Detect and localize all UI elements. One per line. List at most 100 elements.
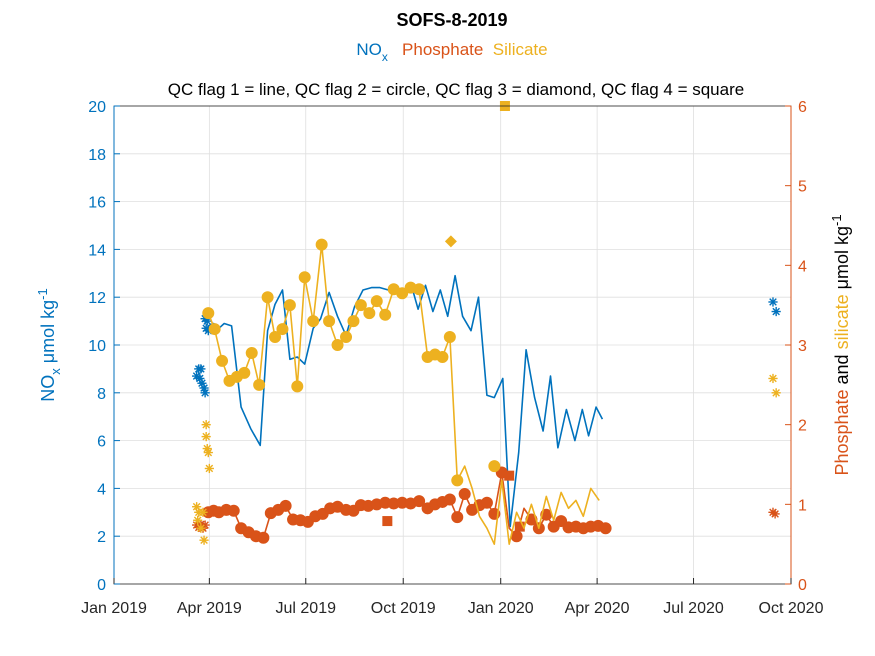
silicate-circle-marker [370,295,383,308]
legend-silicate: Silicate [493,40,548,59]
silicate-circle-marker [269,331,282,344]
phosphate-circle-marker [458,487,471,500]
silicate-asterisk-marker [203,447,213,458]
left-y-tick-label: 14 [88,242,106,259]
silicate-asterisk-marker [199,535,209,545]
phosphate-circle-marker [525,513,538,526]
silicate-diamond-marker [444,235,457,248]
phosphate-circle-marker [413,495,426,508]
phosphate-circle-marker [480,496,493,509]
silicate-circle-marker [396,287,409,300]
axes: Jan 2019 Apr 2019 Jul 2019 Oct 2019 Jan 2020… [81,99,823,617]
silicate-circle-marker [261,291,274,304]
silicate-circle-marker [379,308,392,321]
nox-asterisk-marker [771,306,781,317]
silicate-circle-marker [451,474,464,487]
left-y-tick-label: 4 [97,481,106,498]
x-tick-label: Apr 2019 [177,600,242,617]
silicate-circle-marker [323,315,336,328]
phosphate-square-marker [382,516,393,527]
left-y-tick-label: 2 [97,529,106,546]
right-y-tick-label: 5 [798,179,807,196]
left-y-tick-label: 0 [97,577,106,594]
x-tick-label: Apr 2020 [565,600,630,617]
silicate-circle-marker [245,346,258,359]
nox-asterisk-marker [196,364,206,374]
silicate-circle-marker [347,315,360,328]
phosphate-circle-marker [599,522,612,535]
silicate-asterisk-marker [196,523,206,533]
silicate-circle-marker [253,378,266,391]
silicate-circle-marker [202,307,215,320]
x-tick-label: Jan 2020 [468,600,534,617]
left-y-tick-label: 8 [97,386,106,403]
right-label-silicate: silicate [832,294,852,349]
silicate-asterisk-marker [201,420,211,430]
silicate-asterisk-marker [198,507,208,517]
silicate-circle-marker [283,299,296,312]
silicate-asterisk-marker [768,373,778,384]
silicate-circle-marker [291,380,304,393]
silicate-asterisk-marker [193,515,203,525]
silicate-circle-marker [331,338,344,351]
silicate-circle-marker [413,283,426,296]
chart-title: SOFS-8-2019 [396,10,507,30]
left-label-exponent: -1 [35,288,50,300]
silicate-circle-marker [443,331,456,344]
phosphate-circle-marker [443,493,456,506]
qc-flag-note: QC flag 1 = line, QC flag 2 = circle, QC… [168,80,744,99]
x-tick-label: Jul 2020 [663,600,724,617]
left-label-x-subscript: x [48,368,63,375]
data-marks [192,101,781,546]
phosphate-circle-marker [257,531,270,544]
right-y-tick-label: 0 [798,577,807,594]
silicate-circle-marker [340,331,353,344]
phosphate-circle-marker [279,499,292,512]
left-label-units: μmol kg [38,300,58,368]
silicate-circle-marker [238,366,251,379]
left-label-no: NO [38,375,58,402]
right-label-phosphate: Phosphate [832,389,852,475]
silicate-asterisk-marker [204,463,214,474]
right-y-tick-label: 6 [798,99,807,116]
silicate-asterisk-marker [201,432,211,442]
right-y-tick-label: 3 [798,338,807,355]
silicate-circle-marker [298,271,311,284]
silicate-circle-marker [208,323,221,336]
silicate-circle-marker [315,238,328,251]
right-y-tick-label: 1 [798,497,807,514]
silicate-circle-marker [363,307,376,320]
silicate-asterisk-marker [771,388,781,398]
nox-asterisk-marker [200,388,210,398]
right-label-units: μmol kg [832,226,852,294]
silicate-circle-marker [488,460,501,473]
silicate-circle-marker [276,323,289,336]
x-tick-label: Oct 2019 [371,600,436,617]
legend: NOx Phosphate Silicate [356,40,547,64]
legend-phosphate: Phosphate [402,40,483,59]
legend-nox: NO [356,40,382,59]
phosphate-circle-marker [451,511,464,524]
left-y-tick-label: 16 [88,195,106,212]
left-y-tick-label: 12 [88,290,106,307]
right-y-tick-label: 2 [798,418,807,435]
left-axis-label: NOx μmol kg-1 [35,288,63,401]
right-y-tick-label: 4 [798,258,807,275]
left-y-tick-label: 18 [88,147,106,164]
right-axis-label: Phosphate and silicate μmol kg-1 [829,214,852,475]
phosphate-square-marker [514,521,525,532]
silicate-circle-marker [307,315,320,328]
x-tick-label: Jul 2019 [276,600,337,617]
left-y-tick-label: 6 [97,434,106,451]
left-y-tick-label: 20 [88,99,106,116]
legend-nox-subscript: x [382,50,388,64]
right-label-exponent: -1 [829,214,844,226]
silicate-circle-marker [354,299,367,312]
right-label-and: and [832,349,852,389]
phosphate-asterisk-marker [770,509,780,519]
x-tick-label: Jan 2019 [81,600,147,617]
phosphate-circle-marker [227,504,240,517]
x-tick-label: Oct 2020 [759,600,824,617]
silicate-circle-marker [436,350,449,363]
